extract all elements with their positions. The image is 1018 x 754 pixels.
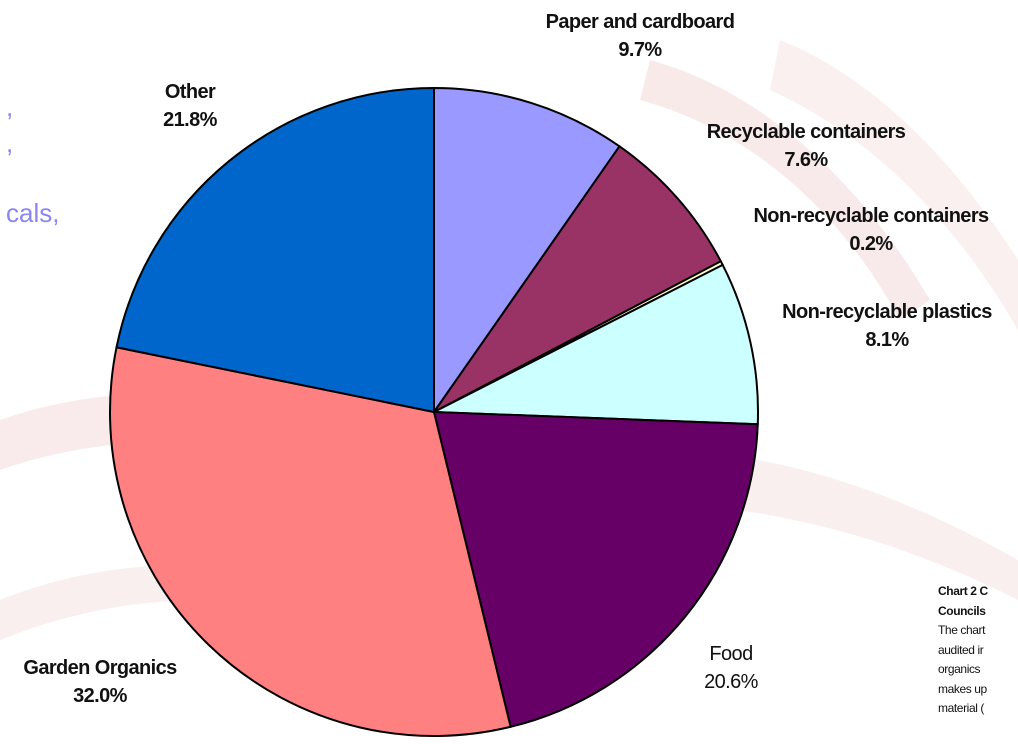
caption-body-line-4: makes up	[938, 681, 987, 696]
pie-slice-other	[115, 86, 435, 414]
label-paper-and-cardboard-pct: 9.7%	[618, 39, 662, 61]
pie-slice-food	[432, 410, 759, 729]
chart-caption: Chart 2 C Councils The chart audited ir …	[938, 582, 1018, 719]
label-recyclable-containers-pct: 7.6%	[784, 149, 828, 171]
label-non-recyclable-plastics-name: Non-recyclable plastics	[782, 301, 992, 323]
pie-slice-non-recyclable-plastics	[430, 263, 759, 426]
label-recyclable-containers-name: Recyclable containers	[706, 121, 906, 143]
label-food: Food 20.6%	[676, 640, 786, 696]
label-garden-organics-name: Garden Organics	[23, 657, 177, 679]
label-paper-and-cardboard-name: Paper and cardboard	[545, 11, 735, 33]
label-other: Other 21.8%	[130, 78, 250, 134]
label-other-pct: 21.8%	[163, 109, 217, 131]
label-garden-organics-pct: 32.0%	[73, 685, 127, 707]
label-non-recyclable-plastics-pct: 8.1%	[865, 329, 909, 351]
label-food-name: Food	[709, 643, 753, 665]
caption-body-line-5: material (	[938, 701, 985, 715]
caption-body-line-3: organics	[938, 662, 981, 676]
caption-body-line-1: The chart	[938, 623, 986, 637]
pie-slice-recyclable-containers	[433, 144, 723, 413]
label-food-pct: 20.6%	[704, 671, 758, 693]
pie-slice-paper-and-cardboard	[433, 86, 621, 416]
label-recyclable-containers: Recyclable containers 7.6%	[676, 118, 936, 174]
caption-title-line-2: Councils	[938, 603, 986, 618]
side-text-line-4: cals,	[6, 198, 60, 228]
label-paper-and-cardboard: Paper and cardboard 9.7%	[520, 8, 760, 64]
label-non-recyclable-containers-name: Non-recyclable containers	[753, 205, 989, 227]
label-non-recyclable-containers-pct: 0.2%	[849, 233, 893, 255]
side-text-line-2: ,	[6, 128, 14, 158]
caption-title-line-1: Chart 2 C	[938, 584, 988, 598]
label-garden-organics: Garden Organics 32.0%	[0, 654, 200, 710]
label-non-recyclable-containers: Non-recyclable containers 0.2%	[726, 202, 1016, 258]
side-text-line-1: ,	[6, 92, 14, 122]
label-other-name: Other	[164, 81, 216, 103]
pie-slice-garden-organics	[109, 346, 512, 737]
label-non-recyclable-plastics: Non-recyclable plastics 8.1%	[758, 298, 1016, 354]
caption-body-line-2: audited ir	[938, 642, 984, 657]
